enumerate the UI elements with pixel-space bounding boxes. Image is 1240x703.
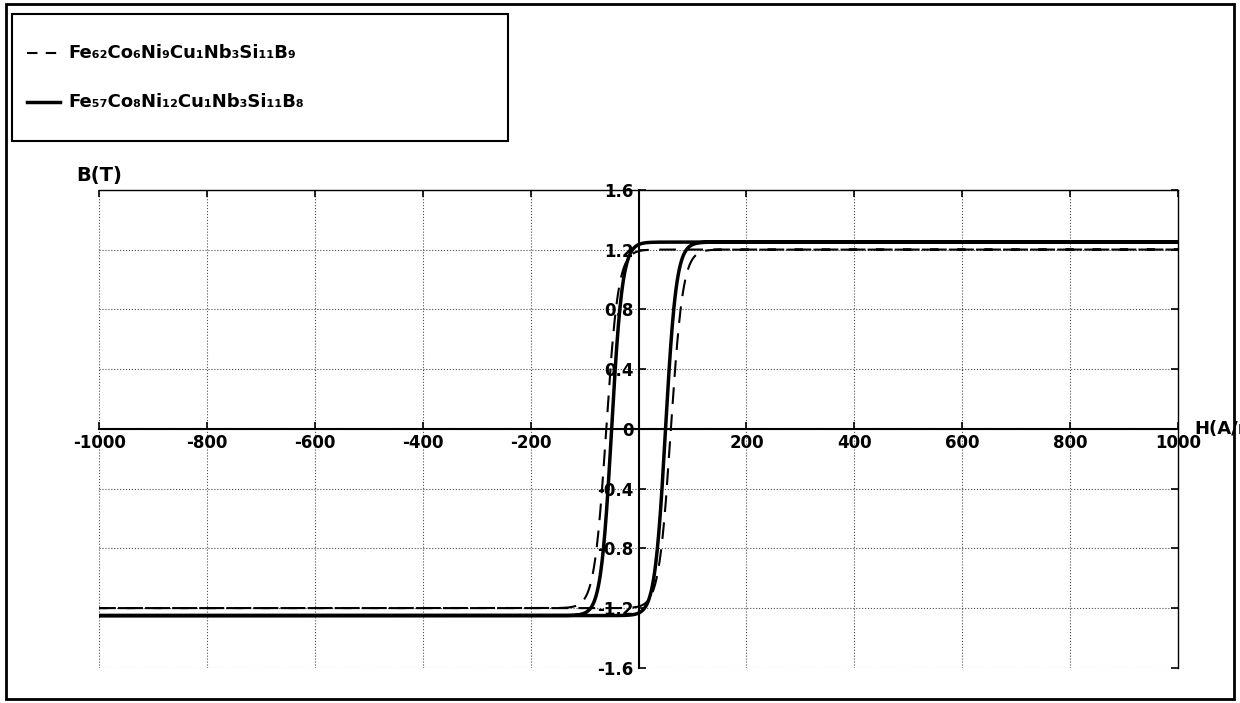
Text: Fe₅₇Co₈Ni₁₂Cu₁Nb₃Si₁₁B₈: Fe₅₇Co₈Ni₁₂Cu₁Nb₃Si₁₁B₈ [68, 93, 304, 111]
Text: Fe₅₇Co₈Ni₁₂Cu₁Nb₃Si₁₁B₈: Fe₅₇Co₈Ni₁₂Cu₁Nb₃Si₁₁B₈ [62, 89, 298, 108]
Text: B(T): B(T) [77, 167, 122, 186]
Text: Fe₆₂Co₆Ni₉Cu₁Nb₃Si₁₁B₉: Fe₆₂Co₆Ni₉Cu₁Nb₃Si₁₁B₉ [62, 40, 290, 58]
Text: H(A/m): H(A/m) [1194, 420, 1240, 438]
Text: Fe₆₂Co₆Ni₉Cu₁Nb₃Si₁₁B₉: Fe₆₂Co₆Ni₉Cu₁Nb₃Si₁₁B₉ [68, 44, 296, 62]
